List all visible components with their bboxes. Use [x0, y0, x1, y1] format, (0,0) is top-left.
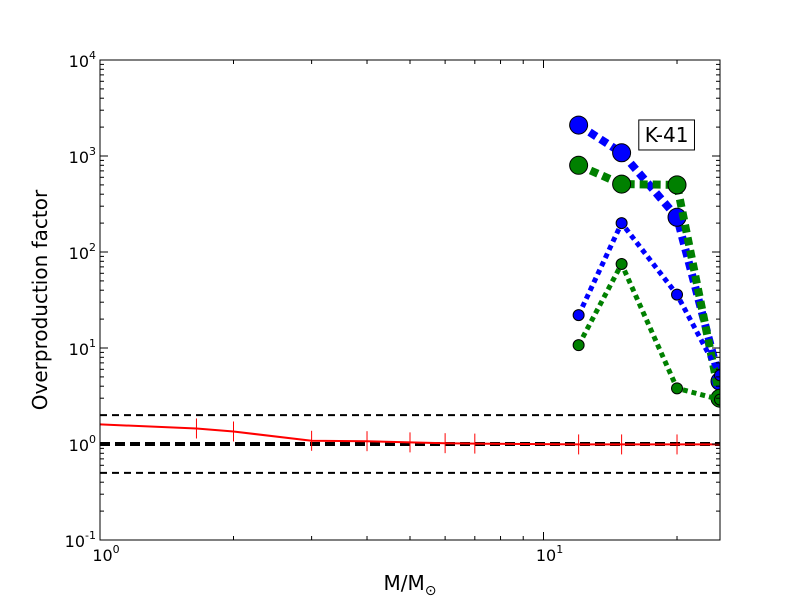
y-tick-label-0-exponent: -1 — [85, 529, 96, 542]
series-1-point — [612, 143, 632, 163]
series-2-line — [576, 161, 720, 399]
annotation-0: K-41 — [638, 119, 695, 151]
y-tick-label-2-exponent: 1 — [89, 337, 96, 350]
series-4 — [572, 257, 720, 406]
annotation-0-label: K-41 — [645, 123, 689, 147]
y-tick-label-1-base: 10 — [69, 436, 89, 455]
y-tick-label-3-base: 10 — [69, 244, 89, 263]
y-tick-label-2-base: 10 — [69, 340, 89, 359]
series-0-line — [100, 423, 720, 446]
annotation-0-box — [638, 119, 695, 151]
series-3-point — [714, 369, 720, 382]
series-3-point — [572, 309, 585, 322]
series-1-point — [569, 115, 589, 135]
series-4-point — [714, 393, 720, 406]
y-tick-label-3-exponent: 2 — [89, 241, 96, 254]
x-tick-label-0: 100 — [92, 543, 119, 565]
x-tick-label-0-base: 10 — [92, 546, 112, 565]
series-2-point — [612, 174, 632, 194]
y-tick-label-4-base: 10 — [69, 148, 89, 167]
series-0 — [100, 414, 720, 455]
series-4-point — [671, 382, 684, 395]
x-tick-label-1-base: 10 — [536, 546, 556, 565]
series-3 — [572, 217, 720, 382]
series-layer — [100, 115, 720, 474]
y-tick-label-2: 101 — [69, 337, 96, 359]
x-axis-label: M/M⊙ — [384, 571, 437, 599]
y-tick-label-5: 104 — [69, 49, 96, 71]
series-4-point — [615, 257, 628, 270]
series-2-point — [569, 155, 589, 175]
y-axis-label: Overproduction factor — [28, 189, 52, 410]
series-3-point — [671, 288, 684, 301]
x-axis-label-main: M/M — [384, 571, 425, 595]
y-tick-label-3: 102 — [69, 241, 96, 263]
y-tick-label-5-exponent: 4 — [89, 49, 96, 62]
series-3-line — [576, 220, 720, 377]
series-4-line — [576, 261, 720, 403]
y-tick-label-5-base: 10 — [69, 52, 89, 71]
y-tick-label-1: 100 — [69, 433, 96, 455]
y-tick-label-0-base: 10 — [65, 532, 85, 551]
series-3-point — [615, 217, 628, 230]
y-tick-label-1-exponent: 0 — [89, 433, 96, 446]
series-2-point — [667, 175, 687, 195]
y-tick-label-4-exponent: 3 — [89, 145, 96, 158]
x-tick-label-1-exponent: 1 — [556, 543, 563, 556]
series-4-point — [572, 339, 585, 352]
x-axis-label-subscript: ⊙ — [425, 583, 437, 599]
x-tick-label-0-exponent: 0 — [113, 543, 120, 556]
annotation-layer: K-41 — [638, 119, 695, 151]
x-tick-label-1: 101 — [536, 543, 563, 565]
series-1-line — [576, 121, 720, 383]
y-tick-label-0: 10-1 — [65, 529, 96, 551]
y-tick-label-4: 103 — [69, 145, 96, 167]
